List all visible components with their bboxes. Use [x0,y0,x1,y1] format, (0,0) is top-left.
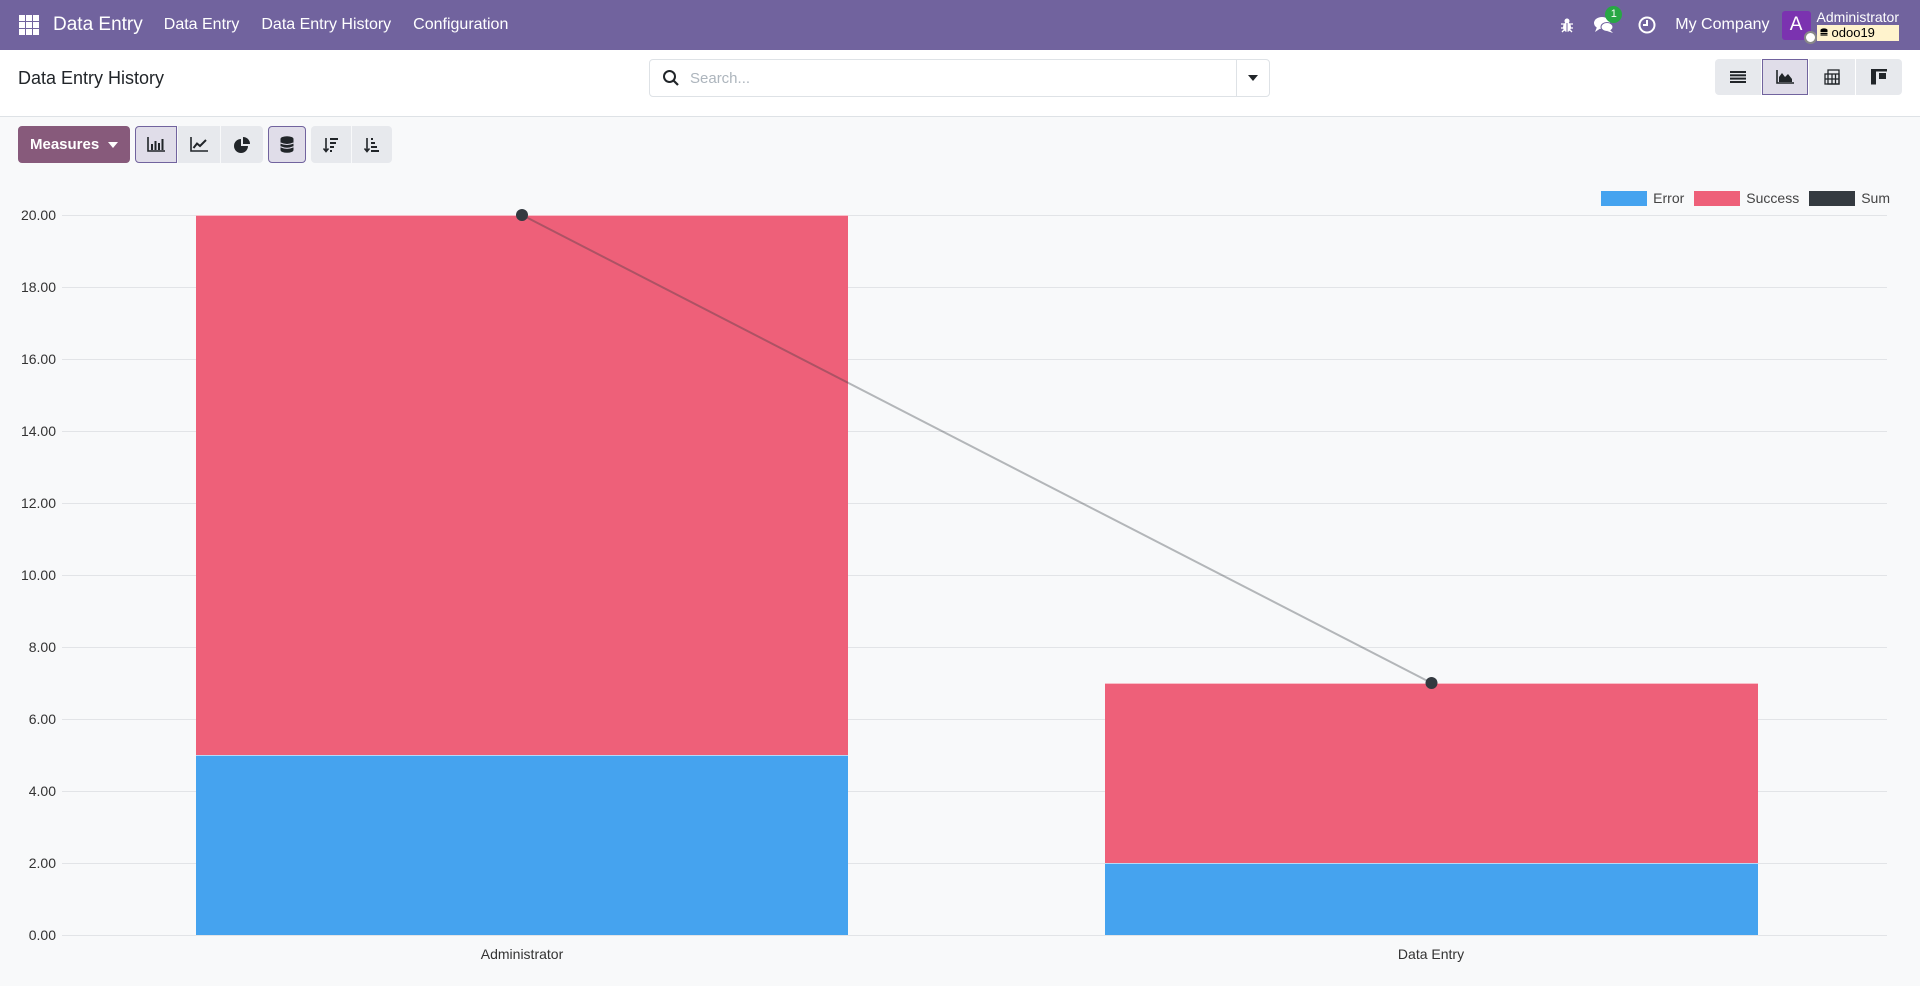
pivot-table-icon [1824,69,1840,85]
gridline [62,935,1887,936]
y-tick-label: 0.00 [28,927,56,943]
view-switcher [1715,59,1902,95]
search-bar [649,59,1270,97]
chart-legend: Error Success Sum [1591,190,1890,206]
y-tick-label: 14.00 [20,423,56,439]
sort-descending-icon [323,137,339,153]
bar-chart-icon [147,137,166,152]
bar-success-data-entry[interactable] [1105,683,1758,863]
messages-icon[interactable]: 1 [1593,6,1623,34]
stack-group [268,126,307,163]
apps-menu-icon[interactable] [19,15,41,35]
bar-chart-button[interactable] [135,126,178,163]
top-navbar: Data Entry Data Entry Data Entry History… [0,0,1920,50]
gridline [62,287,1887,288]
y-tick-label: 16.00 [20,351,56,367]
sort-ascending-icon [364,137,380,153]
line-chart-icon [190,137,209,152]
line-chart-button[interactable] [178,126,221,163]
kanban-icon [1871,69,1887,85]
gridline [62,863,1887,864]
pie-chart-icon [234,136,251,153]
y-tick-label: 4.00 [28,783,56,799]
caret-down-icon [1248,75,1258,81]
legend-label: Sum [1861,190,1890,206]
search-icon [663,70,679,86]
user-avatar[interactable]: A [1781,10,1817,44]
gridline [62,431,1887,432]
sort-ascending-button[interactable] [352,126,393,163]
measures-label: Measures [30,136,100,153]
user-name: Administrator [1816,8,1899,25]
legend-swatch-success [1694,190,1741,206]
caret-down-icon [108,141,119,148]
gridline [62,647,1887,648]
sort-group [311,126,393,163]
messages-badge: 1 [1605,6,1623,23]
gridline [62,215,1887,216]
pie-chart-button[interactable] [221,126,264,163]
company-switcher[interactable]: My Company [1675,16,1770,33]
app-brand[interactable]: Data Entry [53,14,143,35]
y-tick-label: 8.00 [28,639,56,655]
kanban-view-button[interactable] [1856,59,1902,95]
presence-status-icon [1803,30,1817,44]
user-menu[interactable]: Administrator odoo19 [1816,8,1899,41]
pivot-view-button[interactable] [1809,59,1855,95]
avatar-letter: A [1789,14,1803,35]
activity-clock-icon[interactable] [1638,16,1656,34]
bar-error-administrator[interactable] [196,755,848,935]
stacked-database-icon [280,136,294,153]
debug-bug-icon[interactable] [1559,17,1575,33]
control-panel: Data Entry History [0,50,1920,117]
list-icon [1730,71,1746,83]
page-title: Data Entry History [18,68,165,88]
sort-descending-button[interactable] [311,126,352,163]
list-view-button[interactable] [1715,59,1761,95]
menu-configuration[interactable]: Configuration [413,16,509,33]
search-input[interactable] [690,69,1236,87]
legend-item-success[interactable]: Success [1694,190,1799,206]
y-tick-label: 18.00 [20,279,56,295]
graph-view-button[interactable] [1762,59,1808,95]
y-tick-label: 6.00 [28,711,56,727]
menu-data-entry[interactable]: Data Entry [163,16,240,33]
database-name: odoo19 [1831,24,1875,40]
x-tick-label: Data Entry [1397,946,1465,962]
area-chart-icon [1776,70,1794,84]
search-options-toggle[interactable] [1236,60,1269,96]
legend-swatch-sum [1809,190,1856,206]
gridline [62,719,1887,720]
chart-type-group [135,126,264,163]
y-tick-label: 10.00 [20,567,56,583]
database-icon [1820,27,1828,36]
y-tick-label: 12.00 [20,495,56,511]
measures-dropdown-button[interactable]: Measures [18,126,131,163]
bar-success-administrator[interactable] [196,215,848,755]
legend-item-sum[interactable]: Sum [1809,190,1890,206]
legend-label: Success [1746,190,1800,206]
gridline [62,359,1887,360]
database-badge: odoo19 [1816,24,1899,41]
gridline [62,791,1887,792]
graph-toolbar: Measures [18,126,393,163]
x-tick-label: Administrator [480,946,564,962]
menu-data-entry-history[interactable]: Data Entry History [261,16,392,33]
y-tick-label: 2.00 [28,855,56,871]
gridline [62,503,1887,504]
legend-item-error[interactable]: Error [1601,190,1684,206]
bar-error-data-entry[interactable] [1105,863,1758,935]
legend-label: Error [1653,190,1685,206]
y-tick-label: 20.00 [20,207,56,223]
stacked-toggle-button[interactable] [268,126,307,163]
legend-swatch-error [1601,190,1648,206]
gridline [62,575,1887,576]
